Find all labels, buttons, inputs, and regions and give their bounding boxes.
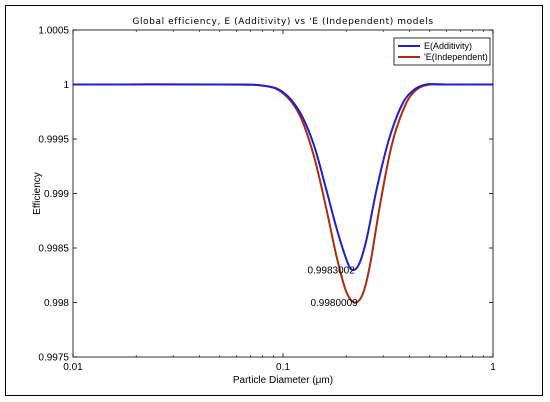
plot-area bbox=[73, 30, 493, 357]
x-tick-label: 0.1 bbox=[276, 362, 290, 373]
y-tick-label: 1 bbox=[63, 80, 69, 91]
series-line-0 bbox=[72, 83, 493, 272]
legend-box bbox=[393, 37, 491, 66]
x-tick-label: 1 bbox=[490, 362, 496, 373]
x-axis-label: Particle Diameter (μm) bbox=[233, 375, 333, 386]
legend-label-0: E(Additivity) bbox=[424, 41, 472, 51]
y-tick-label: 0.9975 bbox=[38, 353, 69, 364]
y-tick-label: 0.9995 bbox=[38, 135, 69, 146]
y-tick-label: 0.998 bbox=[44, 298, 69, 309]
data-label-0: 0.9983002 bbox=[308, 265, 356, 276]
chart-title: Global efficiency, E (Additivity) vs 'E … bbox=[132, 17, 433, 27]
y-tick-label: 0.999 bbox=[44, 189, 69, 200]
legend-label-1: 'E(Independent) bbox=[424, 52, 488, 62]
y-axis-label: Efficiency bbox=[32, 172, 43, 215]
legend: E(Additivity)'E(Independent) bbox=[393, 37, 491, 66]
x-tick-label: 0.01 bbox=[63, 362, 83, 373]
plot-border bbox=[72, 29, 494, 358]
y-tick-label: 0.9985 bbox=[38, 244, 69, 255]
data-label-1: 0.9980009 bbox=[310, 298, 358, 309]
y-tick-label: 1.0005 bbox=[38, 26, 69, 37]
annotations: 0.9983002 0.9980009 bbox=[308, 265, 359, 309]
series-lines bbox=[72, 83, 493, 304]
